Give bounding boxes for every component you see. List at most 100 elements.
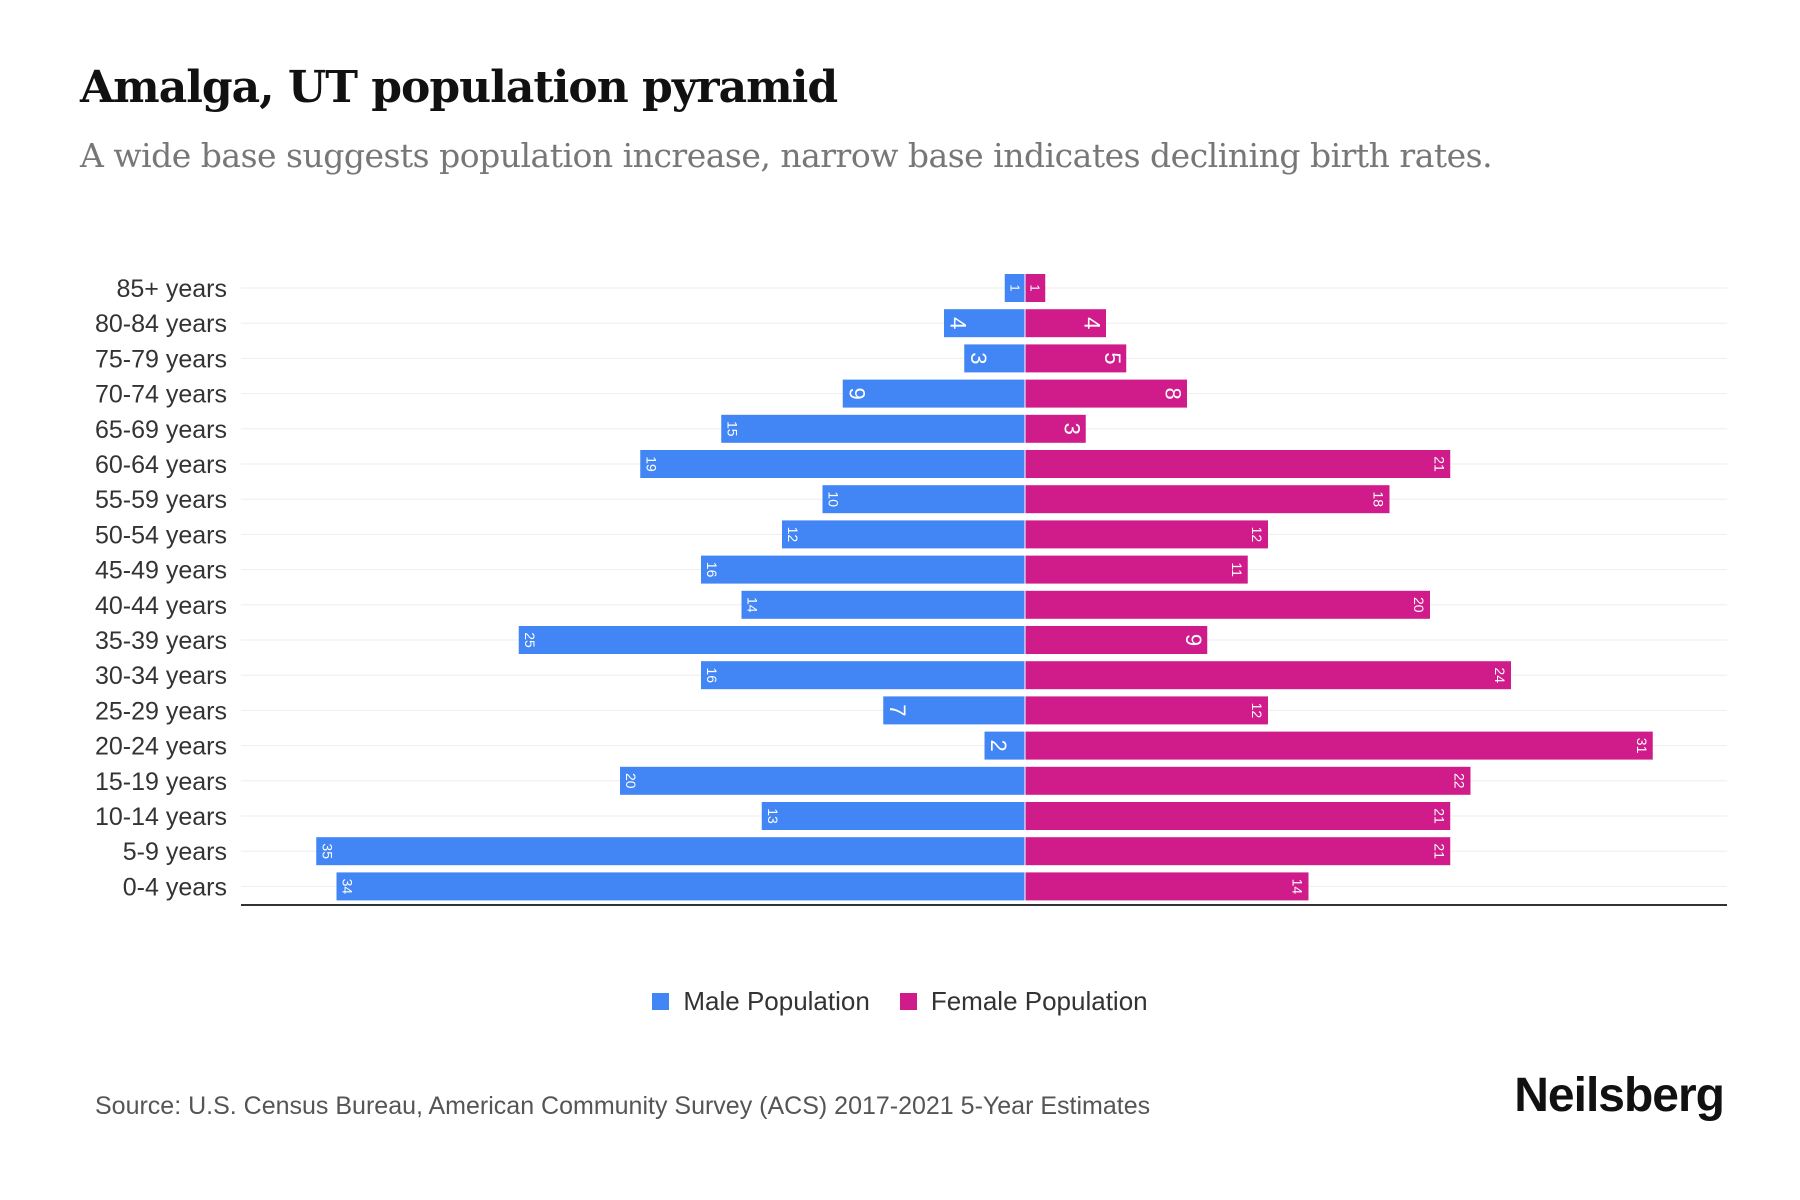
y-tick-label: 30-34 years <box>95 662 227 690</box>
bar-male <box>761 802 1025 830</box>
data-label-female: 12 <box>1249 527 1265 543</box>
data-label-male: 20 <box>623 773 639 789</box>
y-tick-label: 25-29 years <box>95 697 227 725</box>
y-tick-label: 0-4 years <box>123 873 227 901</box>
source-note: Source: U.S. Census Bureau, American Com… <box>95 1092 1151 1120</box>
y-tick-label: 10-14 years <box>95 803 227 831</box>
y-tick-label: 15-19 years <box>95 768 227 796</box>
bar-male <box>782 520 1025 549</box>
bar-female <box>1025 309 1106 338</box>
bar-female <box>1025 274 1046 302</box>
legend-swatch-female <box>899 993 917 1010</box>
data-label-female: 3 <box>1059 423 1084 435</box>
bar-female <box>1025 766 1471 795</box>
data-label-female: 22 <box>1452 773 1468 789</box>
data-label-female: 20 <box>1411 597 1427 613</box>
legend-label-male: Male Population <box>683 986 870 1016</box>
data-label-female: 24 <box>1492 667 1508 683</box>
data-label-female: 5 <box>1100 352 1125 364</box>
y-tick-label: 5-9 years <box>123 838 227 866</box>
bar-female <box>1025 485 1390 514</box>
bar-female <box>1025 590 1430 619</box>
bar-male <box>336 872 1025 901</box>
y-tick-label: 80-84 years <box>95 310 227 338</box>
bar-female <box>1025 344 1127 373</box>
y-tick-label: 55-59 years <box>95 486 227 514</box>
bar-female <box>1025 802 1451 830</box>
bar-female <box>1025 661 1511 690</box>
data-label-female: 21 <box>1431 808 1447 824</box>
bar-male <box>741 590 1025 619</box>
chart-subtitle: A wide base suggests population increase… <box>80 136 1493 175</box>
bar-male <box>822 485 1025 514</box>
bar-male <box>316 837 1025 866</box>
y-tick-label: 85+ years <box>117 275 228 303</box>
y-tick-label: 60-64 years <box>95 451 227 479</box>
data-label-male: 16 <box>704 562 720 578</box>
data-label-female: 12 <box>1249 703 1265 719</box>
data-label-male: 13 <box>765 808 781 824</box>
y-tick-label: 75-79 years <box>95 345 227 373</box>
data-label-male: 4 <box>946 317 971 329</box>
bar-male <box>964 344 1025 373</box>
bar-female <box>1025 520 1268 549</box>
data-label-male: 19 <box>643 456 659 472</box>
data-label-male: 7 <box>885 704 910 716</box>
data-label-male: 12 <box>785 527 801 543</box>
bar-male <box>883 696 1025 725</box>
data-label-male: 16 <box>704 667 720 683</box>
data-label-male: 25 <box>522 632 538 648</box>
y-tick-label: 20-24 years <box>95 733 227 761</box>
bar-male <box>620 766 1025 795</box>
y-tick-label: 70-74 years <box>95 381 227 409</box>
data-label-female: 14 <box>1290 879 1306 895</box>
data-label-male: 9 <box>844 387 869 399</box>
legend-swatch-male <box>652 993 670 1010</box>
chart-title: Amalga, UT population pyramid <box>80 62 838 113</box>
bar-male <box>701 555 1025 584</box>
legend: Male Population Female Population <box>0 986 1800 1017</box>
bar-female <box>1025 626 1208 654</box>
data-label-male: 2 <box>986 739 1011 751</box>
data-label-male: 14 <box>745 597 761 613</box>
bar-male <box>721 414 1025 443</box>
bar-female <box>1025 731 1653 760</box>
data-label-female: 8 <box>1161 387 1186 399</box>
bar-female <box>1025 872 1309 901</box>
data-label-female: 18 <box>1371 491 1387 507</box>
y-tick-label: 35-39 years <box>95 627 227 655</box>
bar-female <box>1025 837 1451 866</box>
data-label-female: 1 <box>1028 284 1043 291</box>
data-label-male: 35 <box>319 843 335 859</box>
bar-female <box>1025 414 1086 443</box>
bar-female <box>1025 379 1187 408</box>
bar-male <box>701 661 1025 690</box>
data-label-female: 31 <box>1634 738 1650 754</box>
bar-female <box>1025 450 1451 478</box>
y-tick-label: 45-49 years <box>95 557 227 585</box>
legend-item-female[interactable]: Female Population <box>899 986 1148 1017</box>
data-label-male: 3 <box>966 352 991 364</box>
data-label-female: 9 <box>1181 634 1206 646</box>
bar-male <box>944 309 1025 338</box>
data-label-male: 34 <box>340 879 356 895</box>
neilsberg-logo: Neilsberg <box>1514 1069 1725 1122</box>
bar-male <box>984 731 1025 760</box>
bar-male <box>1004 274 1025 302</box>
data-label-female: 11 <box>1229 562 1245 577</box>
bar-female <box>1025 696 1268 725</box>
legend-label-female: Female Population <box>930 986 1148 1016</box>
bar-male <box>842 379 1025 408</box>
data-label-male: 1 <box>1007 284 1022 291</box>
y-tick-label: 40-44 years <box>95 592 227 620</box>
data-label-female: 21 <box>1431 456 1447 472</box>
data-label-female: 4 <box>1080 317 1105 329</box>
bar-male <box>640 450 1025 478</box>
data-label-female: 21 <box>1431 843 1447 859</box>
bar-male <box>518 626 1025 654</box>
y-tick-label: 65-69 years <box>95 416 227 444</box>
data-label-male: 10 <box>826 491 842 507</box>
population-pyramid-chart: 85+ years 1 180-84 years 4 475-79 years 3 570-… <box>95 274 1727 906</box>
y-tick-label: 50-54 years <box>95 521 227 549</box>
legend-item-male[interactable]: Male Population <box>652 986 870 1017</box>
